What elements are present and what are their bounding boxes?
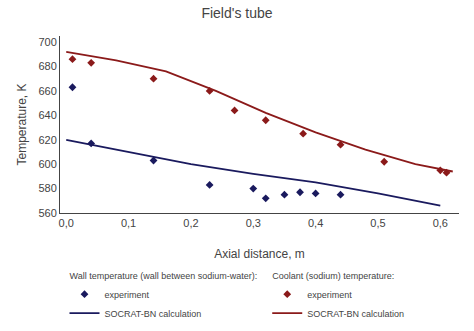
svg-text:Field's tube: Field's tube	[201, 5, 272, 21]
svg-text:Wall temperature (wall between: Wall temperature (wall between sodium-wa…	[70, 271, 258, 281]
svg-text:Axial distance, m: Axial distance, m	[214, 247, 305, 261]
svg-text:0,0: 0,0	[59, 217, 74, 229]
svg-text:600: 600	[38, 158, 56, 170]
svg-text:0,4: 0,4	[308, 217, 323, 229]
svg-text:0,6: 0,6	[433, 217, 448, 229]
svg-text:experiment: experiment	[105, 290, 150, 300]
svg-text:640: 640	[38, 109, 56, 121]
svg-text:660: 660	[38, 85, 56, 97]
svg-text:680: 680	[38, 60, 56, 72]
svg-text:620: 620	[38, 134, 56, 146]
svg-text:700: 700	[38, 36, 56, 48]
svg-text:0,1: 0,1	[121, 217, 136, 229]
svg-text:experiment: experiment	[307, 290, 352, 300]
svg-text:SOCRAT-BN calculation: SOCRAT-BN calculation	[307, 309, 404, 319]
svg-text:Coolant (sodium) temperature:: Coolant (sodium) temperature:	[272, 271, 394, 281]
svg-text:0,3: 0,3	[246, 217, 261, 229]
svg-text:0,5: 0,5	[370, 217, 385, 229]
svg-text:SOCRAT-BN calculation: SOCRAT-BN calculation	[105, 309, 202, 319]
svg-text:560: 560	[38, 207, 56, 219]
svg-text:Temperature, K: Temperature, K	[15, 83, 29, 165]
svg-text:0,2: 0,2	[183, 217, 198, 229]
svg-text:580: 580	[38, 182, 56, 194]
